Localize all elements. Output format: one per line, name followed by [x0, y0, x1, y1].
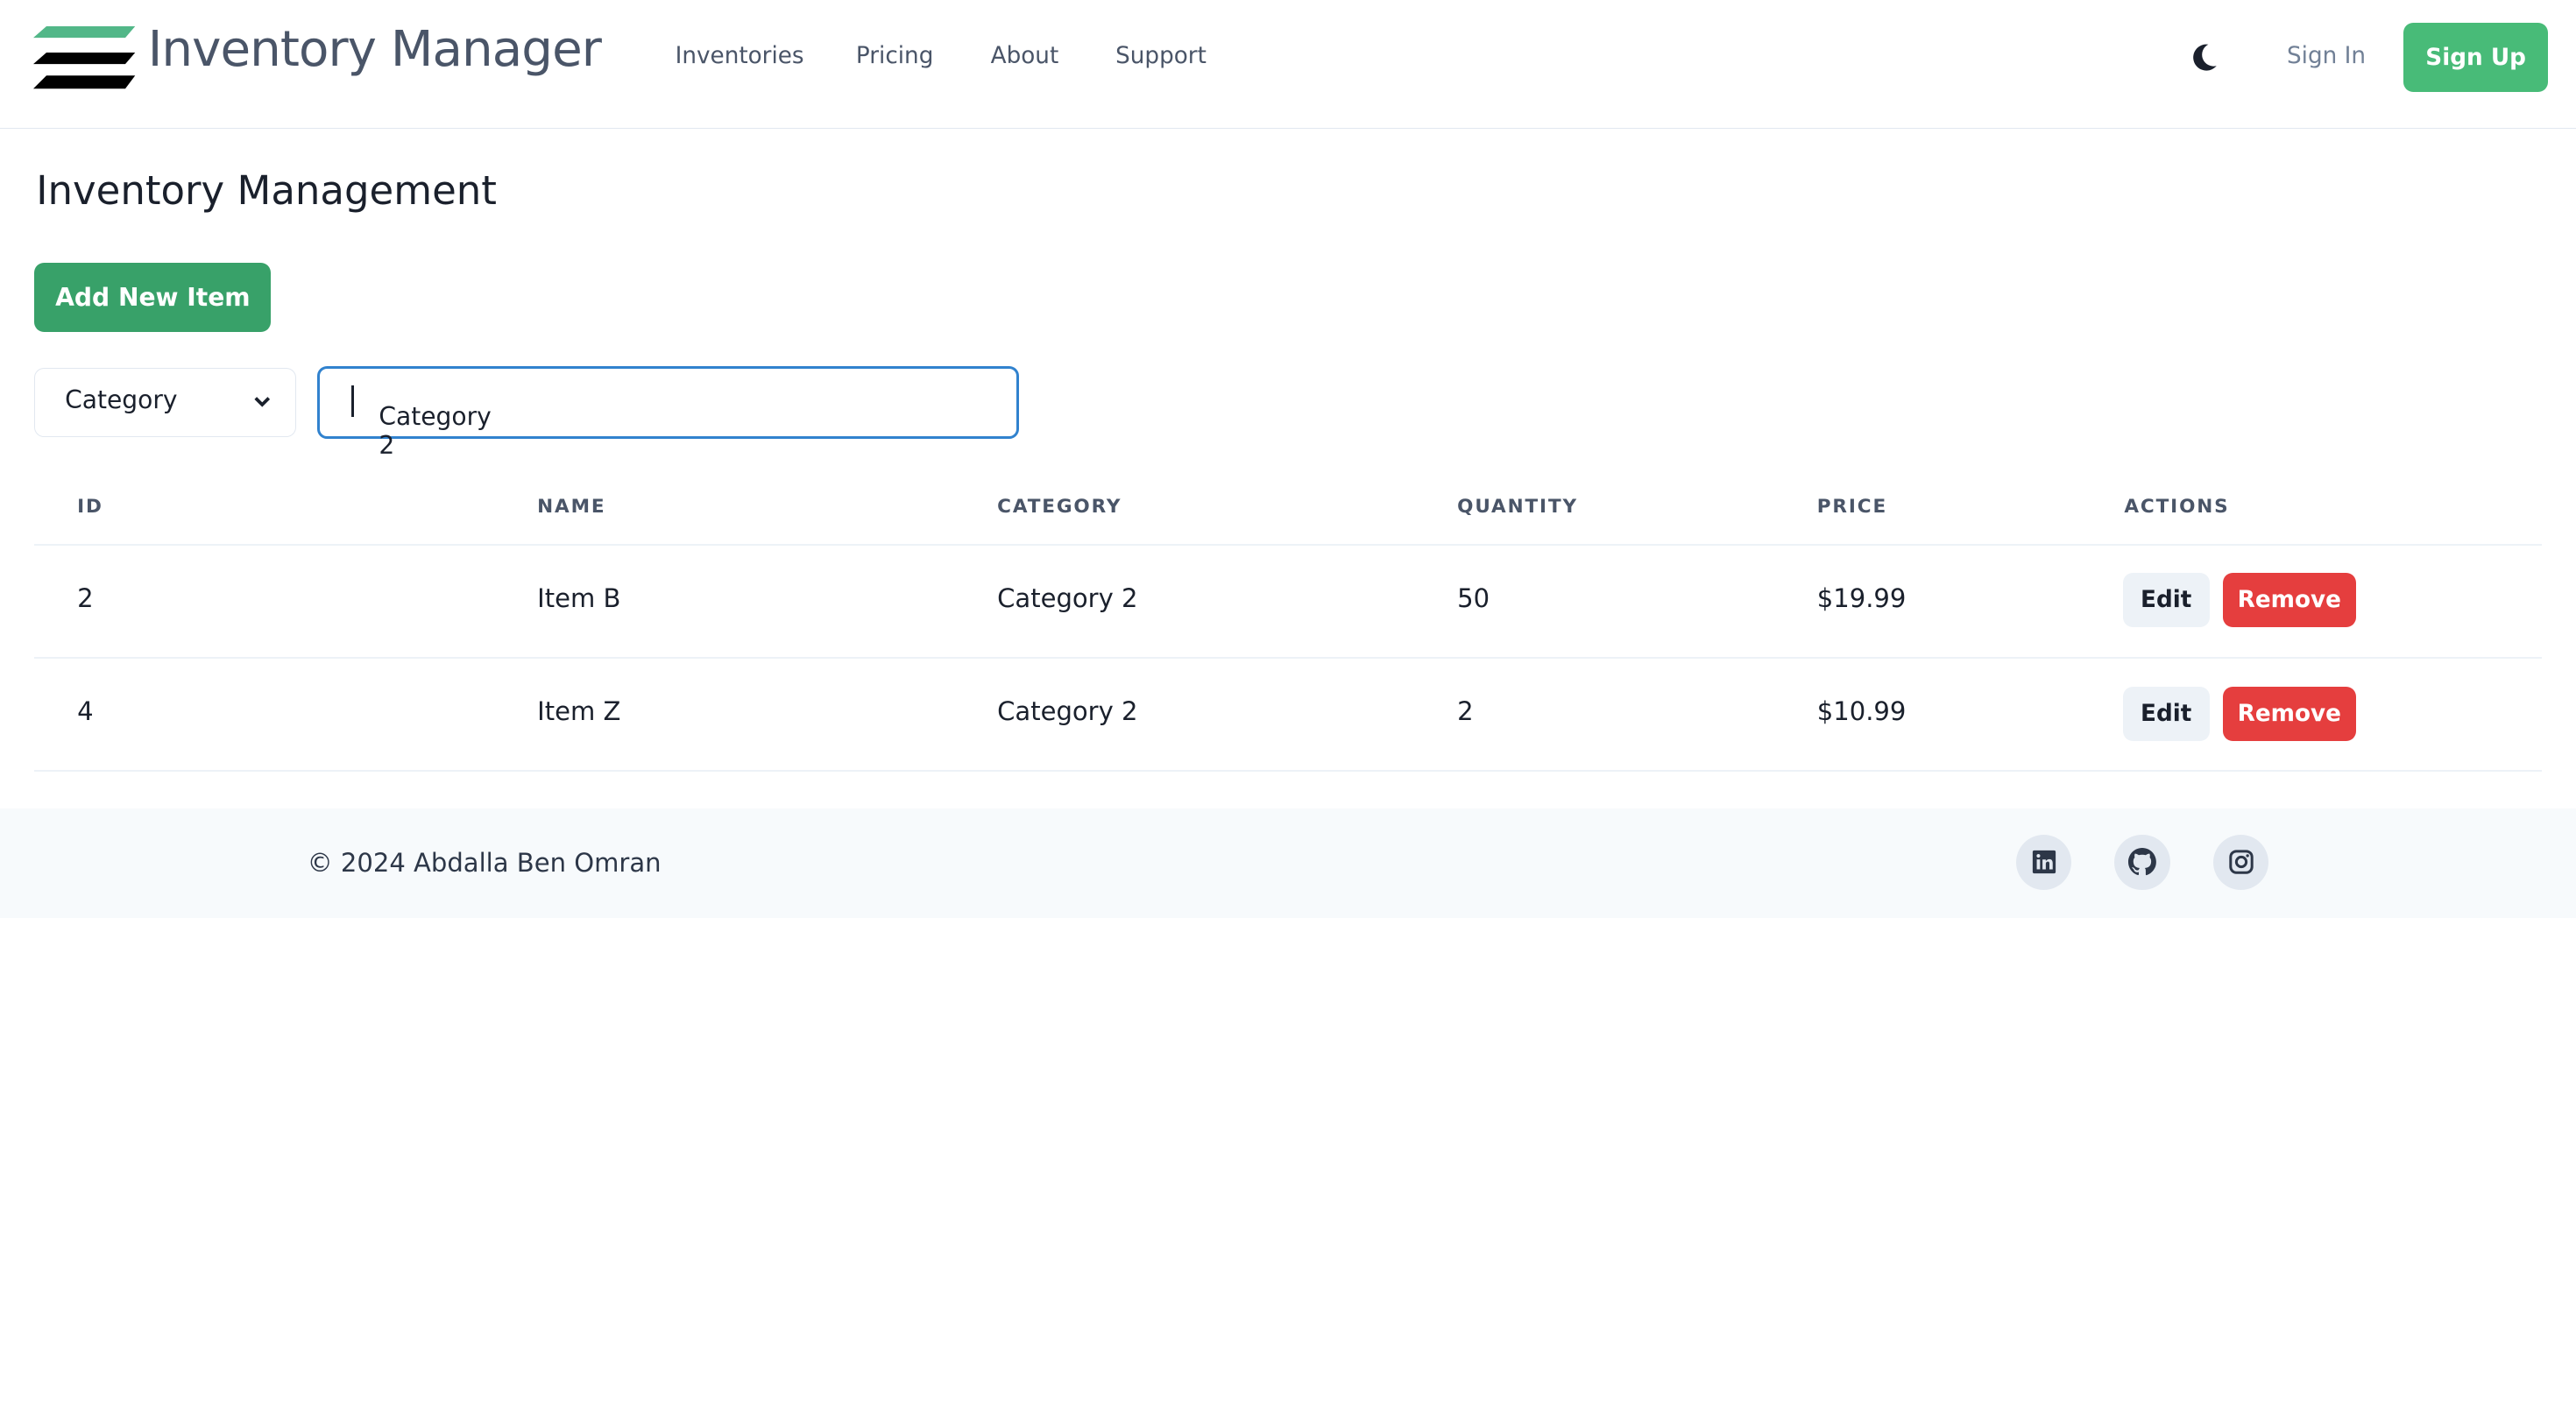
col-id: ID: [77, 496, 103, 519]
divider: [34, 657, 2542, 659]
copyright: © 2024 Abdalla Ben Omran: [307, 847, 662, 878]
sign-up-button[interactable]: Sign Up: [2403, 23, 2549, 92]
nav-about[interactable]: About: [990, 42, 1059, 69]
cell-category: Category 2: [997, 582, 1138, 613]
remove-button[interactable]: Remove: [2222, 573, 2356, 628]
cell-price: $10.99: [1816, 696, 1907, 726]
linkedin-icon: [2032, 851, 2056, 874]
page-title: Inventory Management: [36, 167, 497, 215]
edit-button[interactable]: Edit: [2122, 573, 2210, 628]
nav-pricing[interactable]: Pricing: [855, 42, 934, 69]
filter-field-select[interactable]: Category: [34, 368, 296, 437]
instagram-icon: [2228, 850, 2254, 875]
col-quantity: QUANTITY: [1457, 496, 1578, 519]
nav-support[interactable]: Support: [1115, 42, 1207, 69]
cell-quantity: 50: [1457, 582, 1490, 613]
logo-icon[interactable]: [32, 26, 138, 92]
add-new-item-button[interactable]: Add New Item: [34, 263, 272, 332]
linkedin-button[interactable]: [2015, 834, 2072, 891]
cell-id: 4: [77, 696, 94, 726]
top-navbar: Inventory Manager Inventories Pricing Ab…: [0, 0, 2576, 130]
text-cursor: [350, 385, 355, 417]
footer: © 2024 Abdalla Ben Omran: [0, 808, 2576, 919]
cell-name: Item Z: [537, 696, 621, 726]
github-icon: [2128, 848, 2156, 876]
brand-title[interactable]: Inventory Manager: [147, 21, 602, 79]
cell-quantity: 2: [1457, 696, 1474, 726]
github-button[interactable]: [2114, 834, 2170, 891]
cell-name: Item B: [537, 582, 621, 613]
sign-in-link[interactable]: Sign In: [2287, 42, 2366, 69]
remove-button[interactable]: Remove: [2222, 686, 2356, 741]
cell-id: 2: [77, 582, 94, 613]
filter-input-value: Category 2: [379, 401, 492, 460]
nav-inventories[interactable]: Inventories: [675, 42, 804, 69]
edit-button[interactable]: Edit: [2122, 686, 2210, 741]
filter-select-value: Category: [65, 385, 178, 414]
cell-price: $19.99: [1816, 582, 1907, 613]
col-actions: ACTIONS: [2124, 496, 2230, 519]
divider: [34, 770, 2542, 773]
instagram-button[interactable]: [2212, 834, 2269, 891]
col-price: PRICE: [1816, 496, 1888, 519]
col-category: CATEGORY: [997, 496, 1122, 519]
divider: [34, 543, 2542, 546]
filter-search-input[interactable]: Category 2: [316, 366, 1019, 460]
chevron-down-icon: [254, 397, 270, 407]
cell-category: Category 2: [997, 696, 1138, 726]
col-name: NAME: [537, 496, 606, 519]
moon-icon[interactable]: [2187, 41, 2220, 74]
